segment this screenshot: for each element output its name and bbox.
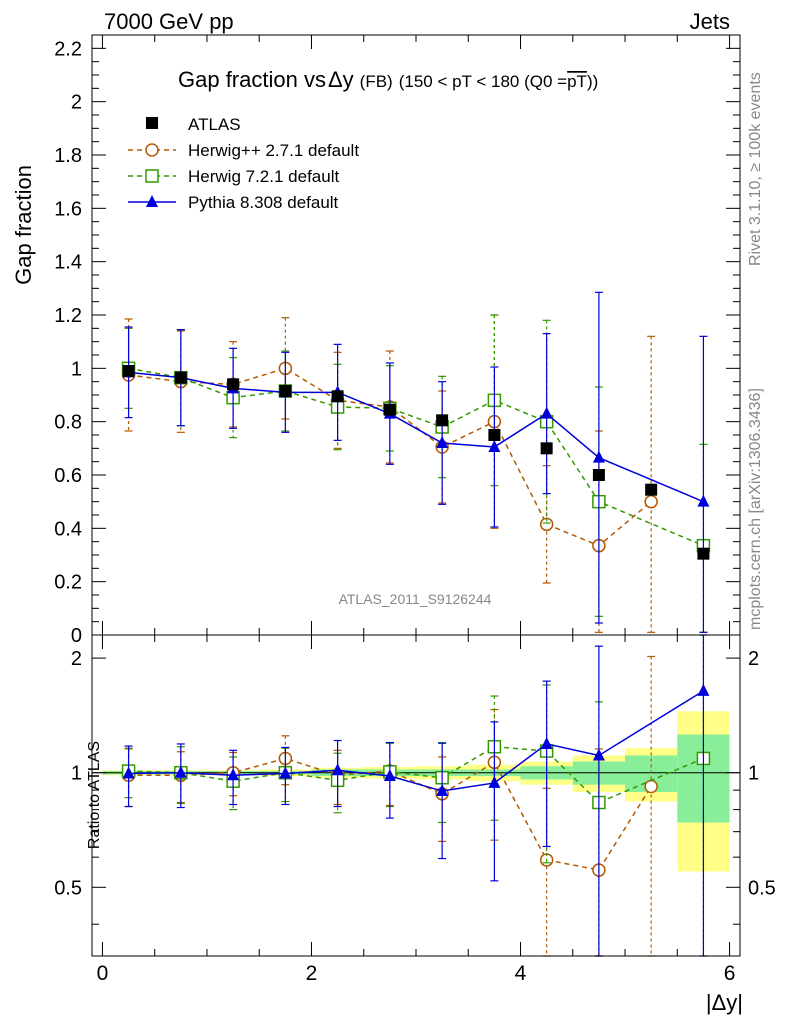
x-axis-label: |Δy|	[706, 990, 743, 1015]
ratio-series-2-point	[697, 683, 710, 696]
atlas-data-point	[436, 414, 449, 427]
ratio-tick-label: 1	[71, 763, 82, 785]
title-delta: Δy	[328, 67, 354, 92]
main-series-1-line	[128, 367, 704, 547]
atlas-data-point	[488, 429, 501, 441]
title-fb: (FB)	[360, 72, 393, 91]
ratio-series-2-point	[592, 748, 605, 761]
atlas-data-point	[383, 403, 396, 416]
ratio-tick-label: 0.5	[54, 877, 82, 899]
atlas-data-point	[122, 365, 135, 377]
y-tick-label: 0	[71, 625, 82, 647]
y-tick-label: 2.2	[54, 38, 82, 60]
title-main: Gap fraction vs	[178, 67, 326, 92]
legend-marker-herwigpp	[145, 143, 159, 157]
x-tick-label: 6	[724, 962, 736, 985]
ratio-series-2-point	[540, 736, 553, 749]
ratio-plot-frame	[91, 634, 741, 957]
legend-label-pythia: Pythia 8.308 default	[188, 193, 339, 212]
legend: ATLAS Herwig++ 2.7.1 default Herwig 7.2.…	[128, 115, 359, 212]
legend-marker-pythia	[146, 195, 158, 207]
legend-label-atlas: ATLAS	[188, 115, 241, 134]
title-close: ))	[587, 72, 598, 91]
data-marks	[121, 291, 711, 957]
ratio-series-2-point	[279, 766, 292, 779]
y-tick-label: 1.2	[54, 305, 82, 327]
ratio-tick-label: 2	[71, 648, 82, 670]
title-range: (150 < pT < 180 (Q0 =	[399, 72, 567, 91]
header-left: 7000 GeV pp	[104, 9, 234, 34]
main-series-2-point	[592, 450, 605, 463]
title-q0: pT	[567, 72, 587, 91]
ratio-series-2-point	[436, 784, 449, 797]
ratio-series-2-point	[227, 768, 240, 781]
atlas-data-point	[331, 390, 344, 403]
atlas-data-point	[645, 483, 658, 496]
y-tick-label: 1.6	[54, 198, 82, 220]
main-series-0-point	[539, 517, 554, 532]
axis-ticks: 0 2 4 600.20.40.60.811.21.41.61.822.20.5 0.5…	[54, 34, 776, 985]
y-tick-label: 0.8	[54, 412, 82, 434]
ratio-tick-label-right: 2	[748, 648, 759, 670]
y-tick-label: 2	[71, 92, 82, 114]
y-tick-label: 0.2	[54, 572, 82, 594]
atlas-data-point	[279, 385, 292, 397]
legend-label-herwigpp: Herwig++ 2.7.1 default	[188, 141, 359, 160]
y-tick-label: 0.6	[54, 465, 82, 487]
x-tick-label: 2	[306, 962, 318, 985]
header-right: Jets	[690, 9, 730, 34]
legend-marker-herwig7	[145, 169, 159, 183]
legend-marker-atlas	[146, 117, 158, 129]
chart-title: Gap fraction vsΔy (FB) (150 < pT < 180 (Q0…	[178, 67, 598, 92]
atlas-data-point	[540, 442, 553, 455]
rivet-label: Rivet 3.1.10, ≥ 100k events	[747, 72, 764, 266]
ratio-tick-label-right: 0.5	[748, 877, 776, 899]
ratio-series-2-point	[331, 763, 344, 776]
main-series-2-point	[540, 406, 553, 419]
ratio-series-2-point	[122, 766, 135, 779]
y-axis-label: Gap fraction	[11, 165, 36, 285]
ratio-series-2-point	[174, 765, 187, 778]
ratio-series-2-point	[488, 775, 501, 788]
y-tick-label: 1.8	[54, 145, 82, 167]
atlas-data-point	[174, 371, 187, 384]
ratio-tick-label-right: 1	[748, 763, 759, 785]
atlas-data-point	[697, 547, 710, 560]
y-tick-label: 0.4	[54, 518, 82, 540]
atlas-data-point	[592, 469, 605, 481]
ratio-series-0-point	[644, 779, 658, 794]
main-series-2-line	[128, 371, 704, 503]
x-tick-label: 4	[515, 962, 527, 985]
atlas-data-point	[227, 378, 240, 391]
ratio-axis-label: Ratio to ATLAS	[86, 741, 103, 849]
analysis-label: ATLAS_2011_S9126244	[339, 591, 492, 607]
main-series-2-point	[697, 494, 710, 507]
y-tick-label: 1.4	[54, 252, 82, 274]
ratio-uncertainty-bands	[92, 711, 740, 872]
main-series-2-point	[488, 440, 501, 452]
main-series-0-point	[644, 494, 658, 509]
legend-label-herwig7: Herwig 7.2.1 default	[188, 167, 339, 186]
y-tick-label: 1	[71, 358, 82, 380]
x-tick-label: 0	[97, 962, 109, 985]
main-series-2-point	[436, 436, 449, 448]
ratio-series-2-point	[383, 769, 396, 782]
mcplots-label: mcplots.cern.ch [arXiv:1306.3436]	[747, 388, 764, 630]
